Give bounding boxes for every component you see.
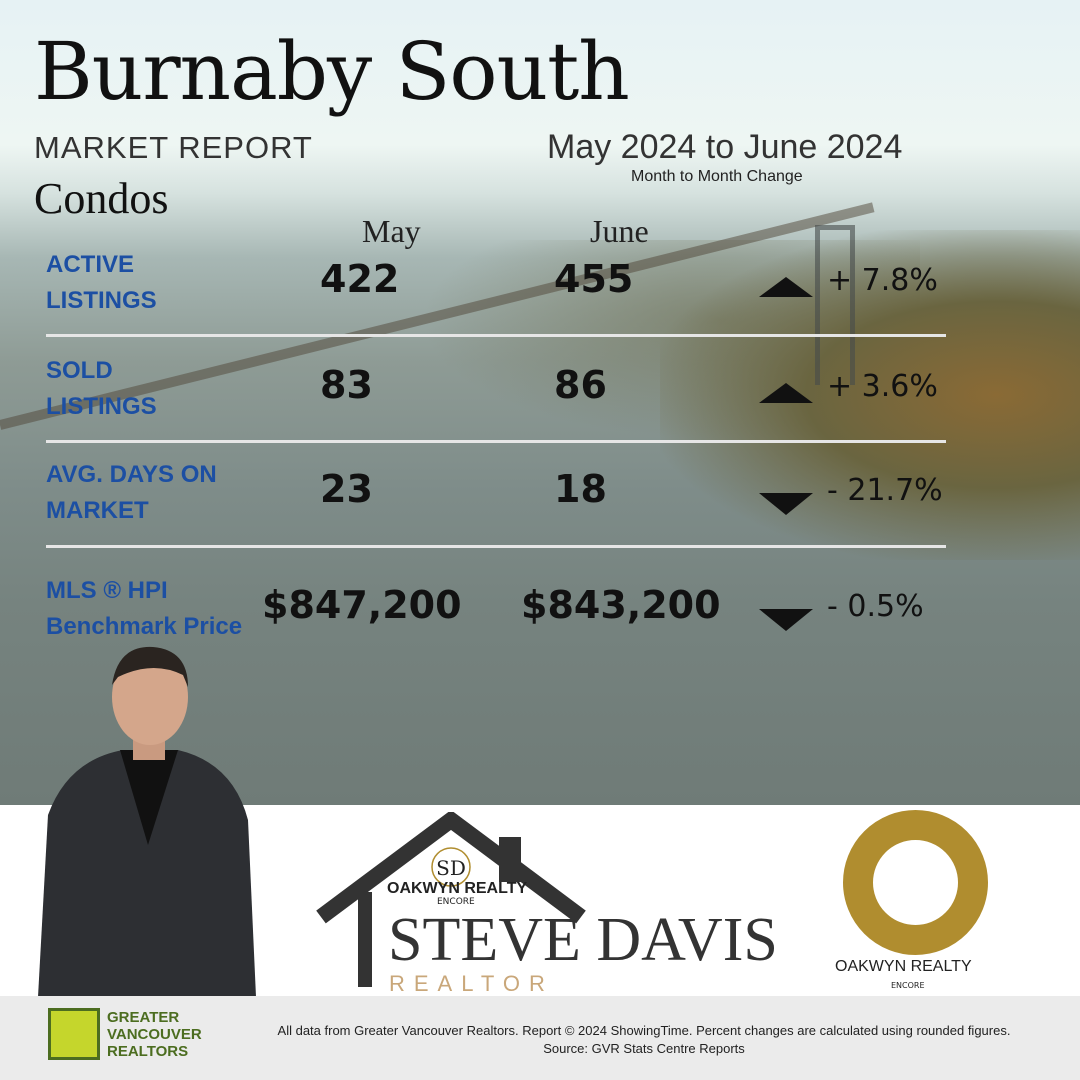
date-range: May 2024 to June 2024: [547, 128, 903, 166]
divider: [46, 440, 946, 443]
page-title: Burnaby South: [34, 25, 630, 118]
percent-change: + 7.8%: [827, 263, 938, 298]
gvr-logo-icon: [48, 1008, 100, 1060]
footer: [0, 996, 1080, 1080]
arrow-up-icon: [759, 277, 813, 297]
report-subtitle: MARKET REPORT: [34, 130, 313, 165]
column-prev: May: [362, 213, 421, 249]
row-label: AVG. DAYS ON MARKET: [46, 461, 217, 524]
row-label: MLS ® HPI Benchmark Price: [46, 577, 243, 640]
agent-logo-initials: SD: [436, 856, 466, 880]
divider: [46, 545, 946, 548]
prev-value: 83: [320, 363, 373, 407]
divider: [46, 334, 946, 337]
brokerage-logo-text: OAKWYN REALTY: [835, 958, 972, 975]
prev-value: $847,200: [262, 583, 462, 627]
arrow-up-icon: [759, 383, 813, 403]
arrow-down-icon: [759, 493, 813, 515]
curr-value: $843,200: [521, 583, 721, 627]
category: Condos: [34, 174, 169, 223]
gvr-logo-text: GREATER VANCOUVER REALTORS: [107, 1009, 202, 1060]
curr-value: 455: [554, 257, 634, 301]
percent-change: + 3.6%: [827, 369, 938, 404]
agent-role: REALTOR: [389, 971, 554, 996]
prev-value: 23: [320, 467, 373, 511]
agent-name: STEVE DAVIS: [388, 906, 778, 974]
prev-value: 422: [320, 257, 400, 301]
agent-brokerage: OAKWYN REALTY: [387, 880, 528, 897]
brokerage-logo-sub: ENCORE: [891, 981, 925, 990]
percent-change: - 21.7%: [827, 473, 943, 508]
agent-photo: [38, 646, 256, 997]
agent-brokerage-sub: ENCORE: [437, 897, 475, 907]
column-curr: June: [590, 213, 649, 249]
change-label: Month to Month Change: [631, 168, 803, 185]
curr-value: 18: [554, 467, 607, 511]
row-label: SOLD LISTINGS: [46, 357, 157, 420]
agent-house-logo: SD: [316, 812, 586, 987]
arrow-down-icon: [759, 609, 813, 631]
oakwyn-logo-ring: [843, 810, 988, 955]
footer-disclaimer: All data from Greater Vancouver Realtors…: [277, 1023, 1011, 1056]
row-label: ACTIVE LISTINGS: [46, 251, 157, 314]
curr-value: 86: [554, 363, 607, 407]
percent-change: - 0.5%: [827, 589, 924, 624]
